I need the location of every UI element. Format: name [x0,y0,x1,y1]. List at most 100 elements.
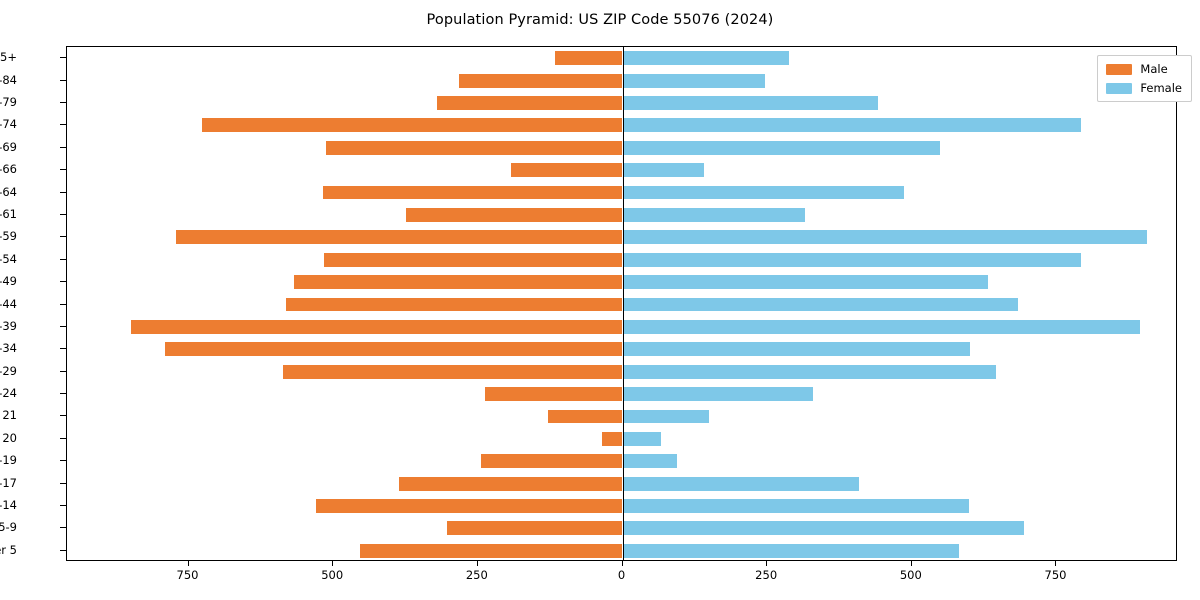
x-axis-tick-label: 250 [755,568,778,582]
x-axis-tick [1055,561,1057,566]
bar-female[interactable] [622,319,1141,334]
bar-female[interactable] [622,118,1082,133]
plot-area [66,46,1177,561]
bar-female[interactable] [622,454,678,469]
y-axis-tick [60,146,66,148]
bar-male[interactable] [294,275,623,290]
bar-female[interactable] [622,185,905,200]
bar-male[interactable] [458,73,623,88]
bar-female[interactable] [622,207,806,222]
pyramid-row [67,297,1176,312]
bar-female[interactable] [622,140,940,155]
y-axis-tick-label: 50-54 [0,251,17,266]
pyramid-row [67,521,1176,536]
bar-male[interactable] [283,364,623,379]
bar-female[interactable] [622,230,1147,245]
bar-female[interactable] [622,409,709,424]
bar-female[interactable] [622,252,1082,267]
x-axis-tick [766,561,768,566]
x-axis-tick-label: 500 [899,568,922,582]
y-axis-tick [60,482,66,484]
bar-male[interactable] [485,387,623,401]
bar-male[interactable] [446,521,623,536]
y-axis-tick-label: 75-79 [0,94,17,109]
bar-male[interactable] [480,454,623,469]
bar-female[interactable] [622,163,704,178]
bar-female[interactable] [622,96,879,110]
y-axis-tick [60,79,66,81]
legend-item-male[interactable]: Male [1106,62,1182,76]
pyramid-row [67,275,1176,290]
legend: Male Female [1097,55,1192,102]
pyramid-row [67,342,1176,357]
legend-swatch-female [1106,82,1133,94]
bar-male[interactable] [548,409,623,424]
bar-male[interactable] [175,230,623,245]
pyramid-row [67,185,1176,200]
y-axis-tick-label: 35-39 [0,318,17,333]
bar-female[interactable] [622,499,969,513]
y-axis-tick-label: 65-66 [0,162,17,177]
y-axis-tick [60,348,66,350]
x-axis-tick-label: 750 [1044,568,1067,582]
y-axis-tick [60,415,66,417]
bar-female[interactable] [622,73,766,88]
bar-male[interactable] [315,499,623,513]
pyramid-row [67,252,1176,267]
x-axis-tick [476,561,478,566]
y-axis-tick [60,437,66,439]
bar-male[interactable] [437,96,623,110]
bar-female[interactable] [622,543,959,558]
bar-male[interactable] [325,140,623,155]
pyramid-row [67,409,1176,424]
bar-female[interactable] [622,342,971,357]
pyramid-row [67,476,1176,491]
bar-male[interactable] [555,51,623,66]
zero-axis-line [622,47,624,560]
bar-female[interactable] [622,521,1024,536]
bar-female[interactable] [622,51,789,66]
bar-male[interactable] [322,185,623,200]
bar-male[interactable] [511,163,623,178]
y-axis-tick-label: 80-84 [0,72,17,87]
bar-female[interactable] [622,387,814,401]
bar-male[interactable] [165,342,623,357]
bar-male[interactable] [130,319,623,334]
bar-male[interactable] [324,252,623,267]
bar-male[interactable] [398,476,623,491]
y-axis-tick [60,393,66,395]
bar-female[interactable] [622,476,859,491]
bar-male[interactable] [405,207,623,222]
y-axis-tick [60,213,66,215]
y-axis-tick-label: 55-59 [0,229,17,244]
x-axis-tick-label: 0 [617,568,626,582]
legend-item-female[interactable]: Female [1106,81,1182,95]
bar-female[interactable] [622,275,989,290]
bar-male[interactable] [602,431,623,446]
pyramid-row [67,118,1176,133]
pyramid-row [67,499,1176,513]
y-axis-tick-label: 62-64 [0,184,17,199]
x-axis-tick [187,561,189,566]
y-axis-tick [60,281,66,283]
y-axis-tick [60,101,66,103]
y-axis-tick-label: 25-29 [0,363,17,378]
pyramid-row [67,431,1176,446]
bar-female[interactable] [622,364,997,379]
pyramid-row [67,51,1176,66]
y-axis-tick-label: 30-34 [0,341,17,356]
legend-label-female: Female [1140,81,1182,95]
pyramid-row [67,96,1176,110]
bar-male[interactable] [201,118,623,133]
x-axis-tick-label: 250 [465,568,488,582]
y-axis-tick-label: 70-74 [0,117,17,132]
y-axis-tick [60,124,66,126]
bar-female[interactable] [622,297,1019,312]
pyramid-row [67,73,1176,88]
y-axis-tick-label: 40-44 [0,296,17,311]
y-axis-tick-label: 20 [2,430,17,445]
bar-female[interactable] [622,431,662,446]
pyramid-row [67,319,1176,334]
bar-male[interactable] [360,543,623,558]
bar-male[interactable] [285,297,623,312]
